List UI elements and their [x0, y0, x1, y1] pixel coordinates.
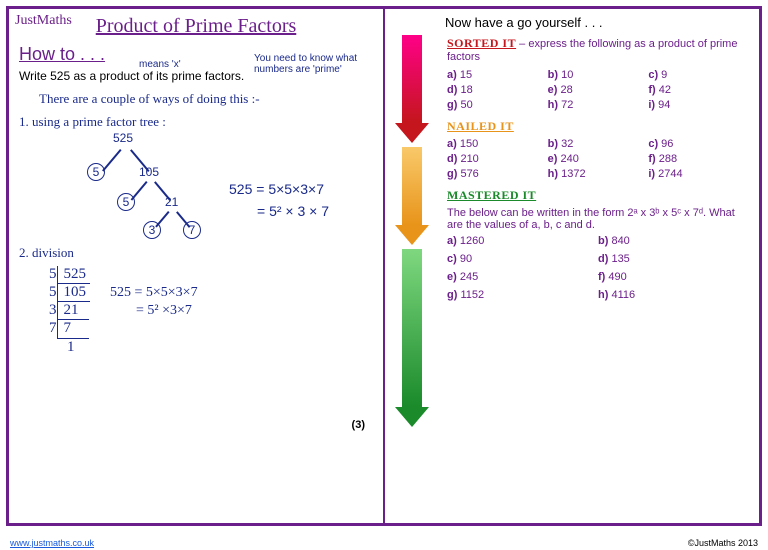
question-item: g) 1152: [447, 289, 598, 301]
question-item: e) 245: [447, 271, 598, 283]
footer-link[interactable]: www.justmaths.co.uk: [10, 538, 94, 548]
question-item: d) 135: [598, 253, 749, 265]
logo: JustMaths: [15, 13, 72, 29]
tree-result-b: = 5² × 3 × 7: [257, 203, 329, 219]
worksheet-page: JustMaths Product of Prime Factors How t…: [6, 6, 762, 526]
footer: www.justmaths.co.uk ©JustMaths 2013: [10, 538, 758, 548]
arrow-sorted-icon: [395, 35, 429, 143]
annotation-prime: You need to know what numbers are 'prime…: [254, 53, 364, 75]
tree-node-21: 21: [165, 195, 178, 209]
sorted-heading-row: SORTED IT – express the following as a p…: [447, 36, 749, 63]
page-title: Product of Prime Factors: [19, 15, 373, 38]
sorted-grid: a) 15b) 10c) 9 d) 18e) 28f) 42 g) 50h) 72i…: [447, 69, 749, 111]
annotation-means: means 'x': [139, 59, 181, 70]
question-item: h) 72: [548, 99, 649, 111]
question-item: e) 28: [548, 84, 649, 96]
mastered-heading: MASTERED IT: [447, 188, 749, 203]
arrow-nailed-icon: [395, 147, 429, 245]
footer-copyright: ©JustMaths 2013: [688, 538, 758, 548]
question-item: b) 840: [598, 235, 749, 247]
nailed-heading: NAILED IT: [447, 119, 749, 134]
right-header: Now have a go yourself . . .: [445, 15, 749, 30]
question-item: f) 490: [598, 271, 749, 283]
left-panel: JustMaths Product of Prime Factors How t…: [9, 9, 385, 523]
question-item: b) 32: [548, 138, 649, 150]
question-item: h) 1372: [548, 168, 649, 180]
question-item: c) 90: [447, 253, 598, 265]
question-item: b) 10: [548, 69, 649, 81]
division-ladder: 5525 5105 321 77 1: [49, 266, 90, 356]
div-result-b: = 5² ×3×7: [136, 302, 198, 320]
sorted-heading: SORTED IT: [447, 36, 516, 50]
question-item: a) 150: [447, 138, 548, 150]
question-item: a) 1260: [447, 235, 598, 247]
question-item: d) 210: [447, 153, 548, 165]
question-item: g) 576: [447, 168, 548, 180]
marks-badge: (3): [352, 419, 365, 431]
question-item: e) 240: [548, 153, 649, 165]
question-item: a) 15: [447, 69, 548, 81]
hand-intro: There are a couple of ways of doing this…: [39, 91, 373, 108]
tree-node-3: 3: [143, 221, 161, 239]
question-item: f) 288: [648, 153, 749, 165]
tree-node-5a: 5: [87, 163, 105, 181]
question-item: h) 4116: [598, 289, 749, 301]
tree-node-5b: 5: [117, 193, 135, 211]
tree-result-a: 525 = 5×5×3×7: [229, 181, 324, 197]
method2-label: 2. division: [19, 245, 373, 262]
question-item: d) 18: [447, 84, 548, 96]
mastered-text: The below can be written in the form 2ᵃ …: [447, 207, 749, 231]
method1-label: 1. using a prime factor tree :: [19, 114, 373, 131]
div-result-a: 525 = 5×5×3×7: [110, 284, 198, 302]
tree-node-7: 7: [183, 221, 201, 239]
arrow-mastered-icon: [395, 249, 429, 427]
instruction-inner: Write 525 as a product of its prime fact…: [19, 69, 244, 83]
question-item: i) 2744: [648, 168, 749, 180]
right-panel: Now have a go yourself . . . SORTED IT –…: [385, 9, 759, 523]
tree-node-105: 105: [139, 165, 159, 179]
question-item: i) 94: [648, 99, 749, 111]
question-item: c) 9: [648, 69, 749, 81]
mastered-grid: a) 1260b) 840c) 90d) 135e) 245f) 490g) 1…: [447, 235, 749, 301]
question-item: g) 50: [447, 99, 548, 111]
nailed-grid: a) 150b) 32c) 96 d) 210e) 240f) 288 g) 576…: [447, 138, 749, 180]
question-item: c) 96: [648, 138, 749, 150]
tree-root: 525: [113, 131, 133, 145]
factor-tree: 525 5 105 5 21 3 7 525 = 5×5×3×7 = 5² × …: [39, 131, 373, 241]
question-item: f) 42: [648, 84, 749, 96]
